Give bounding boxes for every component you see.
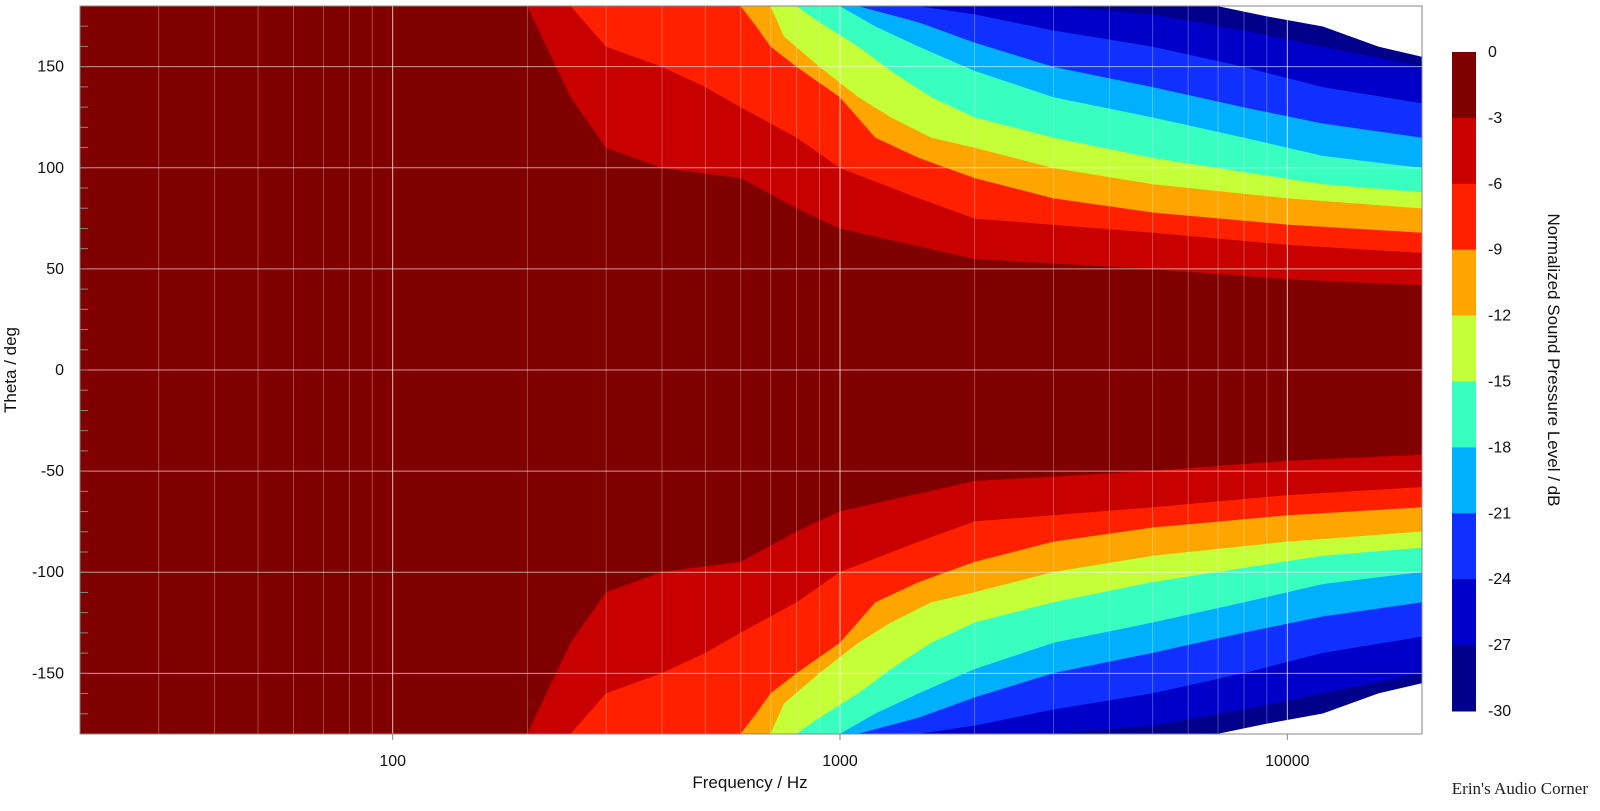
y-tick-label: 0 <box>55 362 64 379</box>
colorbar-tick-label: -3 <box>1488 110 1502 127</box>
colorbar-tick-label: -18 <box>1488 439 1511 456</box>
y-tick-label: 100 <box>37 160 64 177</box>
colorbar-tick-label: -15 <box>1488 374 1511 391</box>
colorbar-segment <box>1452 645 1476 712</box>
x-axis-title: Frequency / Hz <box>692 773 807 792</box>
x-tick-label: 10000 <box>1265 753 1310 770</box>
y-tick-label: -100 <box>32 564 64 581</box>
grid-lines <box>80 6 1422 734</box>
y-tick-label: 150 <box>37 59 64 76</box>
colorbar-segment <box>1452 381 1476 448</box>
colorbar-segment <box>1452 52 1476 119</box>
colorbar: 0 -3 -6 -9 -12 -15 -18 -21 -24 -27 -30 <box>1452 44 1511 720</box>
colorbar-tick-label: -9 <box>1488 242 1502 259</box>
y-tick-label: -150 <box>32 665 64 682</box>
colorbar-segment <box>1452 447 1476 514</box>
colorbar-tick-label: -21 <box>1488 505 1511 522</box>
contour-band-lower--21 <box>80 602 1422 734</box>
colorbar-segment <box>1452 513 1476 580</box>
colorbar-tick-label: -27 <box>1488 637 1511 654</box>
contour-band-upper--24 <box>80 6 1422 104</box>
colorbar-tick-label: -24 <box>1488 571 1511 588</box>
colorbar-tick-label: -12 <box>1488 308 1511 325</box>
watermark-credit: Erin's Audio Corner <box>1451 779 1588 798</box>
x-axis: 100 1000 10000 <box>379 734 1310 770</box>
contour-band-upper--21 <box>80 6 1422 138</box>
colorbar-title: Normalized Sound Pressure Level / dB <box>1544 214 1563 507</box>
y-axis-title: Theta / deg <box>1 327 20 413</box>
y-tick-label: 50 <box>46 261 64 278</box>
y-tick-label: -50 <box>41 463 64 480</box>
x-tick-label: 100 <box>379 753 406 770</box>
colorbar-tick-label: -6 <box>1488 176 1502 193</box>
x-tick-label: 1000 <box>822 753 858 770</box>
contour-band-lower--24 <box>80 636 1422 734</box>
colorbar-tick-label: -30 <box>1488 703 1511 720</box>
colorbar-segment <box>1452 183 1476 251</box>
colorbar-segment <box>1452 315 1476 382</box>
colorbar-segment <box>1452 117 1476 185</box>
colorbar-segment <box>1452 579 1476 646</box>
colorbar-segment <box>1452 249 1476 317</box>
y-axis: 150 100 50 0 -50 -100 -150 <box>32 5 88 735</box>
colorbar-tick-label: 0 <box>1488 44 1497 61</box>
